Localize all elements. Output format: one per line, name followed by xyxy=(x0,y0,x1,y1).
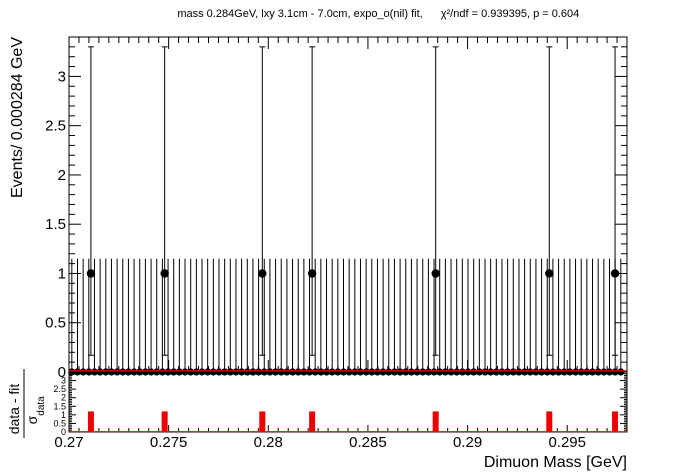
x-tick-label: 0.275 xyxy=(150,434,188,451)
pull-y-axis-label: data - fit σ data xyxy=(6,369,47,438)
chart-title: mass 0.284GeV, lxy 3.1cm - 7.0cm, expo_o… xyxy=(177,8,579,20)
data-point xyxy=(307,269,317,278)
pull-axis-ticks: 00.511.522.53 xyxy=(53,371,628,437)
main-plot-frame xyxy=(68,36,628,373)
pull-bar xyxy=(259,411,266,432)
pull-label-numerator: data - fit xyxy=(6,384,22,435)
y-tick-label: 0.5 xyxy=(45,315,66,332)
x-tick-label: 0.285 xyxy=(349,434,387,451)
title-chi2-text: χ²/ndf = 0.939395, p = 0.604 xyxy=(441,8,580,20)
y-tick-label: 3 xyxy=(58,68,66,85)
pull-y-tick-label: 2 xyxy=(61,393,66,403)
pull-plot-frame xyxy=(68,371,628,433)
x-tick-label: 0.28 xyxy=(254,434,283,451)
data-point xyxy=(258,269,267,278)
empty-bin-errors xyxy=(68,258,625,376)
y-tick-label: 2.5 xyxy=(45,118,66,135)
title-main-text: mass 0.284GeV, lxy 3.1cm - 7.0cm, expo_o… xyxy=(177,8,422,20)
pull-bar xyxy=(309,411,316,432)
pull-y-tick-label: 1.5 xyxy=(53,401,66,411)
pull-label-sigma: σ xyxy=(24,415,40,424)
pull-plot-panel: 00.511.522.53 data - fit σ data xyxy=(6,369,628,438)
y-tick-label: 1 xyxy=(58,265,66,282)
pull-bar xyxy=(546,411,553,432)
data-points xyxy=(86,46,620,356)
data-point xyxy=(86,269,96,278)
data-point xyxy=(160,269,169,278)
y-axis-label: Events/ 0.000284 GeV xyxy=(9,37,26,198)
x-tick-label: 0.295 xyxy=(548,434,586,451)
data-point xyxy=(545,269,554,278)
y-tick-label: 2 xyxy=(58,167,66,184)
pull-bar xyxy=(87,411,94,432)
x-tick-label: 0.27 xyxy=(54,434,83,451)
pull-label-sigma-sub: data xyxy=(36,396,47,416)
x-tick-labels: 0.27 0.275 0.28 0.285 0.29 0.295 xyxy=(54,434,586,451)
pull-bar xyxy=(161,411,168,432)
pull-y-tick-label: 0.5 xyxy=(53,418,66,428)
pull-bar xyxy=(612,411,619,432)
data-point xyxy=(431,269,440,278)
x-tick-label: 0.29 xyxy=(453,434,482,451)
x-axis-label: Dimuon Mass [GeV] xyxy=(484,454,627,471)
main-axis-ticks: 0 0.5 1 1.5 2 2.5 3 xyxy=(45,36,628,381)
pull-y-tick-label: 0 xyxy=(61,427,66,437)
pull-y-tick-label: 1 xyxy=(61,410,66,420)
pull-bars xyxy=(69,411,627,433)
pull-y-tick-label: 3 xyxy=(61,376,66,386)
y-tick-label: 0 xyxy=(58,364,66,381)
pull-bar xyxy=(432,411,439,432)
data-point xyxy=(610,269,620,278)
main-plot-panel: 0 0.5 1 1.5 2 2.5 3 Events/ 0.000284 GeV xyxy=(9,36,628,381)
y-tick-label: 1.5 xyxy=(45,216,66,233)
pull-y-tick-label: 2.5 xyxy=(53,384,66,394)
